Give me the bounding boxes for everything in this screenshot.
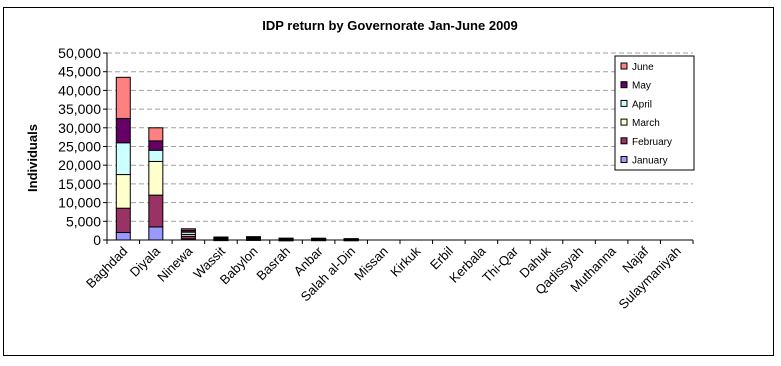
legend-box	[614, 55, 695, 171]
bar-segment	[148, 140, 164, 151]
axes	[103, 52, 694, 244]
bar-segment	[278, 237, 294, 240]
bar-segment	[115, 142, 131, 176]
y-tick-label: 40,000	[58, 82, 101, 98]
x-tick-label: Ninewa	[154, 243, 196, 285]
bar-segment	[115, 174, 131, 209]
y-tick-label: 10,000	[58, 195, 101, 211]
bar-segment	[115, 76, 131, 119]
legend-swatch	[620, 99, 628, 107]
chart-title: IDP return by Governorate Jan-June 2009	[262, 18, 518, 33]
bar-segment	[115, 232, 131, 241]
bar-segment	[311, 237, 327, 240]
x-tick-label: Basrah	[253, 244, 293, 284]
y-tick-label: 15,000	[58, 176, 101, 192]
legend-swatch	[620, 62, 628, 70]
x-tick-label: Missan	[351, 244, 391, 284]
legend-label: June	[632, 62, 654, 73]
y-tick-label: 5,000	[66, 213, 101, 229]
bar-segment	[148, 194, 164, 228]
legend: June May April March February January	[614, 55, 695, 171]
x-tick-labels: BaghdadDiyalaNinewaWassitBabylonBasrahAn…	[83, 243, 684, 312]
y-tick-labels: 0 5,000 10,000 15,000 20,000 25,000 30,000 35,0…	[58, 45, 101, 248]
gridlines	[107, 52, 693, 222]
x-tick-label: Thi-Qar	[479, 243, 521, 285]
x-tick-label: Kirkuk	[387, 243, 423, 279]
y-tick-label: 45,000	[58, 64, 101, 80]
y-tick-label: 50,000	[58, 45, 101, 61]
y-tick-label: 35,000	[58, 101, 101, 117]
bars	[115, 76, 359, 242]
legend-label: May	[632, 81, 651, 92]
legend-swatch	[620, 137, 628, 145]
x-tick-label: Baghdad	[83, 244, 130, 291]
y-tick-label: 30,000	[58, 120, 101, 136]
legend-label: April	[632, 99, 652, 110]
legend-label: February	[632, 137, 672, 148]
bar-segment	[148, 127, 164, 142]
bar-segment	[213, 236, 229, 239]
y-axis-label: Individuals	[25, 124, 40, 192]
bar-segment	[148, 149, 164, 162]
legend-swatch	[620, 118, 628, 126]
bar-segment	[180, 228, 196, 231]
bar-segment	[115, 117, 131, 144]
y-tick-label: 20,000	[58, 157, 101, 173]
legend-label: March	[632, 118, 660, 129]
bar-segment	[115, 207, 131, 234]
y-tick-label: 0	[93, 232, 101, 248]
x-tick-label: Erbil	[427, 243, 456, 272]
legend-swatch	[620, 156, 628, 163]
y-tick-label: 25,000	[58, 139, 101, 155]
bar-segment	[148, 226, 164, 241]
legend-label: January	[632, 156, 668, 167]
bar-segment	[148, 160, 164, 196]
bar-segment	[246, 236, 261, 239]
legend-swatch	[620, 81, 628, 89]
